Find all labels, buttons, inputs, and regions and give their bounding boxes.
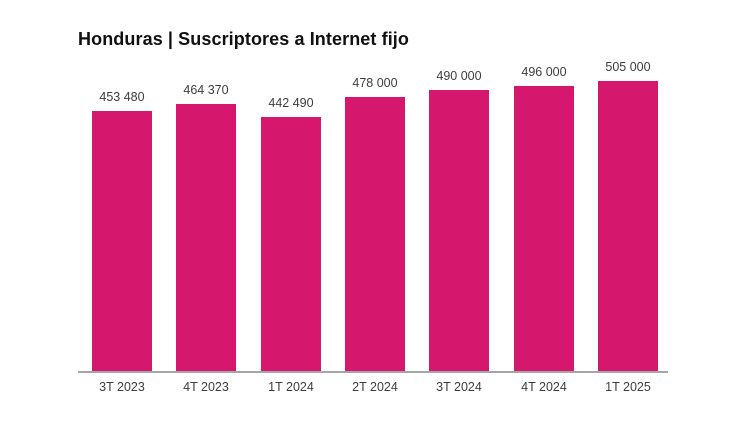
bar <box>598 81 658 373</box>
bar <box>176 104 236 373</box>
x-tick-label: 4T 2024 <box>521 380 567 394</box>
x-tick-label: 1T 2024 <box>268 380 314 394</box>
x-tick-label: 2T 2024 <box>352 380 398 394</box>
bar-value-label: 496 000 <box>521 65 567 79</box>
bar <box>92 111 152 373</box>
x-tick-label: 1T 2025 <box>605 380 651 394</box>
chart-title: Honduras | Suscriptores a Internet fijo <box>78 29 409 49</box>
bar <box>429 90 489 373</box>
bar-value-label: 490 000 <box>436 69 482 83</box>
bar <box>345 97 405 373</box>
bar <box>514 86 574 373</box>
bar-value-label: 505 000 <box>605 60 651 74</box>
x-tick-label: 4T 2023 <box>183 380 229 394</box>
bar-value-label: 478 000 <box>352 76 398 90</box>
x-axis-line <box>78 371 668 373</box>
bar-value-label: 453 480 <box>99 90 145 104</box>
bar-value-label: 442 490 <box>268 96 314 110</box>
x-tick-label: 3T 2024 <box>436 380 482 394</box>
x-tick-label: 3T 2023 <box>99 380 145 394</box>
bar-value-label: 464 370 <box>183 83 229 97</box>
bar <box>261 117 321 373</box>
